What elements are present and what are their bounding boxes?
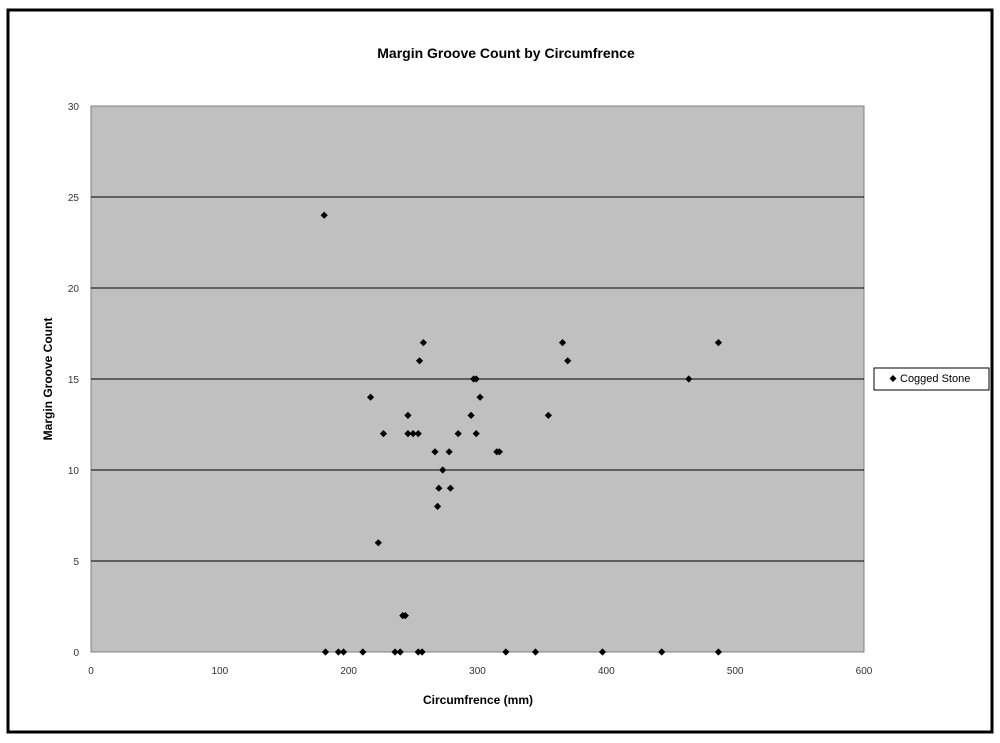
y-tick-label: 5 [73, 557, 79, 568]
y-tick-label: 0 [73, 648, 79, 659]
x-tick-label: 0 [88, 666, 94, 677]
y-axis-label: Margin Groove Count [41, 318, 55, 441]
y-tick-label: 25 [68, 193, 80, 204]
y-tick-label: 30 [68, 102, 80, 113]
legend: Cogged Stone [874, 368, 989, 390]
x-tick-label: 100 [211, 666, 228, 677]
chart-title: Margin Groove Count by Circumfrence [377, 45, 635, 61]
x-tick-label: 500 [727, 666, 744, 677]
x-tick-label: 400 [598, 666, 615, 677]
x-tick-label: 600 [856, 666, 873, 677]
x-tick-label: 300 [469, 666, 486, 677]
x-axis-label: Circumfrence (mm) [423, 693, 533, 707]
legend-entry-label: Cogged Stone [900, 373, 970, 385]
y-tick-label: 10 [68, 466, 80, 477]
y-tick-label: 20 [68, 284, 80, 295]
x-tick-label: 200 [340, 666, 357, 677]
y-tick-label: 15 [68, 375, 80, 386]
